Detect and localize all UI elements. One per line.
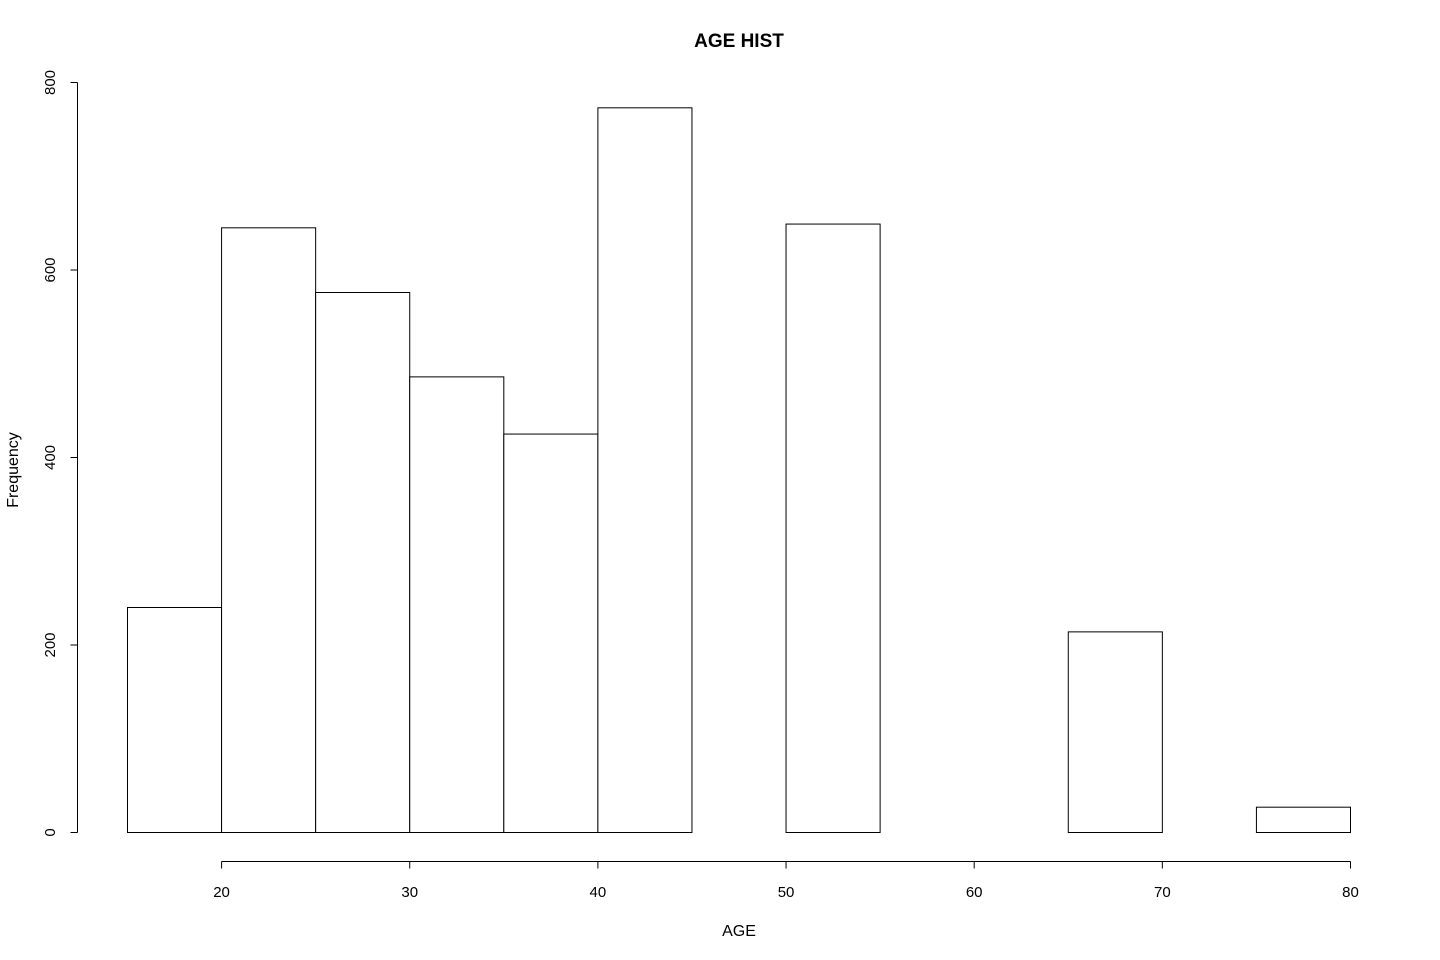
histogram-bar-25-30	[315, 292, 411, 833]
x-tick-label-60: 60	[966, 884, 983, 901]
x-tick-label-50: 50	[778, 884, 795, 901]
histogram-bar-35-40	[503, 433, 599, 833]
x-tick-label-80: 80	[1342, 884, 1359, 901]
histogram-bar-30-35	[409, 376, 505, 833]
chart-title: AGE HIST	[694, 31, 784, 52]
y-axis: 0 200 400 600 800	[42, 70, 78, 837]
histogram-bar-50-55	[785, 223, 881, 833]
x-tick-label-20: 20	[213, 884, 230, 901]
x-tick-label-30: 30	[401, 884, 418, 901]
x-axis: 20 30 40 50 60 70 80	[213, 861, 1359, 901]
y-tick-label-0: 0	[42, 828, 59, 836]
histogram-bar-75-80	[1255, 806, 1352, 833]
y-tick-label-400: 400	[42, 445, 59, 470]
x-tick-label-70: 70	[1154, 884, 1171, 901]
histogram-bar-15-20	[127, 607, 223, 833]
y-axis-label: Frequency	[5, 432, 22, 508]
x-tick-label-40: 40	[590, 884, 607, 901]
y-tick-label-200: 200	[42, 632, 59, 657]
histogram-bar-65-70	[1067, 631, 1163, 833]
histogram-bar-40-45	[597, 107, 693, 833]
y-tick-label-800: 800	[42, 70, 59, 95]
bars-group	[127, 107, 1352, 833]
y-tick-label-600: 600	[42, 257, 59, 282]
x-axis-label: AGE	[722, 923, 756, 940]
histogram-bar-20-25	[221, 227, 317, 833]
